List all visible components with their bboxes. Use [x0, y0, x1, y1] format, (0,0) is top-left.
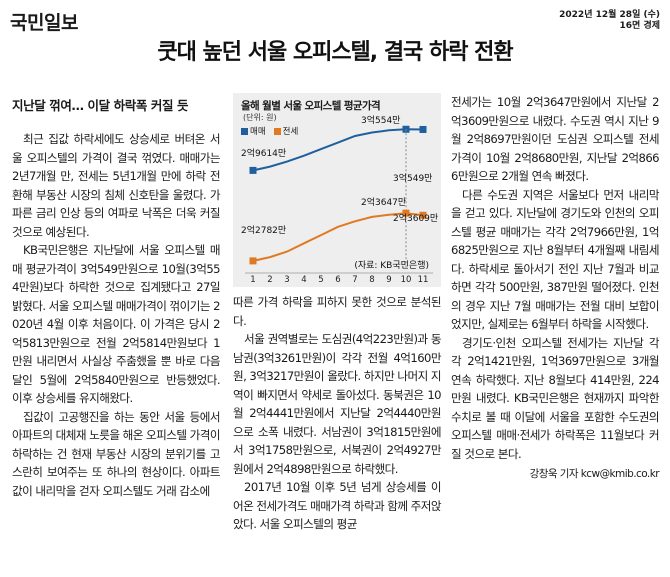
label-jeonse-start: 2억2782만: [241, 224, 286, 236]
dateline: 2022년 12월 28일 (수) 16면 경제: [559, 10, 660, 32]
x-tick-label: 4: [301, 275, 306, 285]
label-jeonse-peak: 2억3647만: [361, 196, 406, 208]
x-tick-label: 2: [267, 275, 272, 285]
subhead: 지난달 꺾여… 이달 하락폭 커질 듯: [12, 98, 189, 113]
date: 2022년 12월 28일 (수): [559, 10, 660, 20]
paragraph: 최근 집값 하락세에도 상승세로 버텨온 서울 오피스텔의 가격이 결국 꺾였다…: [12, 132, 221, 239]
data-point: [249, 166, 257, 174]
paragraph: 전세가는 10월 2억3647만원에서 지난달 2억3609만원으로 내렸다. …: [451, 95, 660, 183]
paragraph: 서울 권역별로는 도심권(4억223만원)과 동남권(3억3261만원)이 각각…: [233, 332, 442, 476]
paragraph: KB국민은행은 지난달에 서울 오피스텔 매매 평균가격이 3억549만원으로 …: [12, 243, 221, 405]
label-sale-start: 2억9614만: [241, 147, 286, 159]
legend-item-sale: 매매: [241, 125, 266, 137]
price-chart: 2억9614만 3억554만 3억549만 2억2782만 2억3647만 2억3609만…: [233, 93, 441, 287]
x-tick-label: 5: [318, 275, 323, 285]
paragraph: 집값이 고공행진을 하는 동안 서울 등에서 아파트의 대체재 노릇을 해온 오…: [12, 409, 221, 498]
article-column-right: 전세가는 10월 2억3647만원에서 지난달 2억3609만원으로 내렸다. …: [451, 93, 660, 484]
x-tick-label: 1: [250, 275, 255, 285]
data-point: [419, 125, 427, 133]
data-point: [419, 211, 427, 219]
article-column-left: 최근 집값 하락세에도 상승세로 버텨온 서울 오피스텔의 가격이 결국 꺾였다…: [12, 130, 221, 500]
legend-item-jeonse: 전세: [273, 125, 298, 137]
data-point: [249, 257, 257, 265]
chart-source: (자료: KB국민은행): [354, 259, 429, 271]
paragraph: 2017년 10월 이후 5년 넘게 상승세를 이어온 전세가격도 매매가격 하…: [233, 480, 442, 531]
headline: 쿳대 높던 서울 오피스텔, 결국 하락 전환: [157, 40, 513, 65]
byline: 강창욱 기자 kcw@kmib.co.kr: [529, 468, 660, 480]
x-tick-label: 8: [369, 275, 374, 285]
page-section: 16면 경제: [619, 21, 661, 31]
paragraph: 경기도·인천 오피스텔 전세가는 지난달 각각 2억1421만원, 1억3697…: [451, 335, 660, 461]
chart-title: 올해 월별 서울 오피스텔 평균가격: [241, 100, 381, 112]
x-tick-label: 11: [418, 275, 429, 285]
article-column-middle: 따른 가격 하락을 피하지 못한 것으로 분석된다. 서울 권역별로는 도심권(…: [233, 293, 442, 534]
chart-canvas: 2억9614만 3억554만 3억549만 2억2782만 2억3647만 2억3609만…: [241, 114, 438, 285]
paragraph: 다른 수도권 지역은 서울보다 먼저 내리막을 걷고 있다. 지난달에 경기도와…: [451, 187, 660, 332]
x-tick-label: 9: [386, 275, 391, 285]
label-sale-end: 3억549만: [393, 172, 432, 184]
x-tick-label: 10: [401, 275, 412, 285]
chart-legend: 매매 전세: [241, 125, 298, 137]
chart-unit: (단위: 원): [243, 113, 277, 122]
x-tick-label: 6: [335, 275, 340, 285]
data-point: [402, 209, 410, 217]
x-tick-label: 7: [352, 275, 357, 285]
x-tick-label: 3: [284, 275, 289, 285]
series-line-1: [252, 212, 424, 262]
data-point: [402, 125, 410, 133]
masthead: 국민일보: [10, 12, 78, 34]
series-line-0: [252, 128, 424, 172]
label-jeonse-end: 2억3609만: [393, 212, 438, 224]
label-sale-peak: 3억554만: [361, 114, 400, 126]
paragraph: 따른 가격 하락을 피하지 못한 것으로 분석된다.: [233, 295, 442, 328]
